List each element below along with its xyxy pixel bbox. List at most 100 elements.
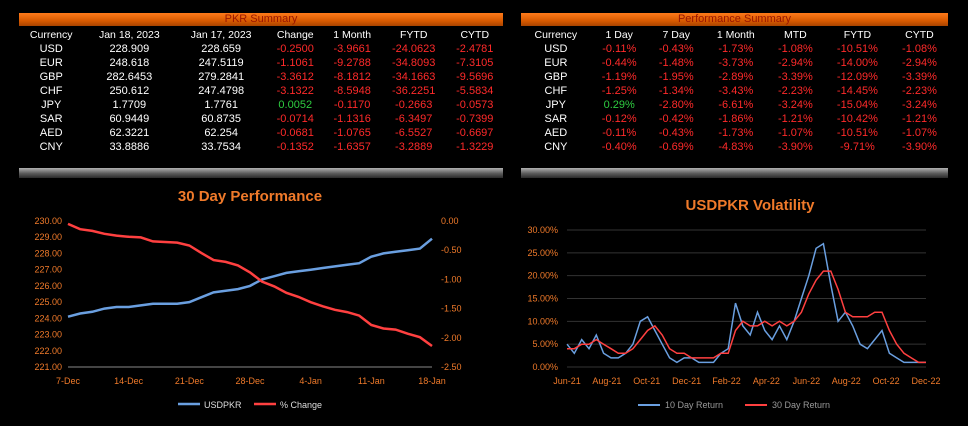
x-tick-label: 21-Dec (175, 376, 205, 386)
value-cell: 282.6453 (106, 71, 153, 83)
value-cell: -3.9661 (333, 43, 371, 55)
value-cell: -6.3497 (395, 113, 433, 125)
table-row: GBP -1.19% -1.95% -2.89% -3.39% -12.09% -3.39% (521, 70, 948, 84)
value-cell: -0.12% (601, 113, 637, 125)
value-cell: -3.3612 (276, 71, 314, 83)
value-cell: -1.21% (902, 113, 937, 125)
value-cell: -6.61% (718, 99, 754, 111)
y-left-tick-label: 223.00 (34, 330, 62, 340)
value-cell: -2.23% (777, 85, 813, 97)
value-cell: -1.86% (718, 113, 754, 125)
value-cell: -8.1812 (333, 71, 371, 83)
y-right-tick-label: 0.00 (441, 216, 459, 226)
value-cell: -0.43% (658, 127, 694, 139)
value-cell: -0.44% (601, 57, 637, 69)
currency-cell: USD (544, 43, 568, 55)
value-cell: -14.45% (836, 85, 878, 97)
table-row: USD -0.11% -0.43% -1.73% -1.08% -10.51% -1.08% (521, 42, 948, 56)
value-cell: 33.7534 (201, 141, 242, 153)
currency-cell: AED (544, 127, 568, 139)
value-cell: 248.618 (109, 57, 150, 69)
currency-cell: CNY (544, 141, 568, 153)
value-cell: -0.2500 (276, 43, 314, 55)
value-cell: -0.0714 (276, 113, 314, 125)
perf-header-cell: CYTD (905, 28, 934, 41)
perf-header-cell: 1 Month (716, 28, 755, 41)
currency-cell: CNY (39, 141, 63, 153)
value-cell: -1.25% (601, 85, 637, 97)
x-tick-label: 7-Dec (56, 376, 81, 386)
value-cell: 279.2841 (198, 71, 245, 83)
currency-cell: JPY (41, 99, 62, 111)
y-left-tick-label: 226.00 (34, 281, 62, 291)
y-left-tick-label: 228.00 (34, 248, 62, 258)
value-cell: -6.5527 (395, 127, 433, 139)
value-cell: -0.2663 (395, 99, 433, 111)
value-cell: -10.51% (836, 127, 878, 139)
value-cell: -0.0573 (456, 99, 494, 111)
table-row: EUR -0.44% -1.48% -3.73% -2.94% -14.00% -2.94% (521, 56, 948, 70)
currency-cell: SAR (39, 113, 63, 125)
value-cell: -2.94% (902, 57, 937, 69)
y-right-tick-label: -2.50 (441, 362, 462, 372)
value-cell: -1.19% (601, 71, 637, 83)
value-cell: -3.39% (777, 71, 813, 83)
value-cell: -1.73% (718, 43, 754, 55)
value-cell: -9.5696 (456, 71, 494, 83)
value-cell: -9.2788 (333, 57, 371, 69)
pkr-header-cell: Change (276, 28, 314, 41)
value-cell: -0.43% (658, 43, 694, 55)
legend-label: USDPKR (204, 400, 242, 410)
value-cell: -1.34% (658, 85, 694, 97)
performance-summary-table: Currency 1 Day 7 Day 1 Month MTD FYTD CYTD USD -… (521, 27, 948, 154)
x-tick-label: 4-Jan (299, 376, 322, 386)
value-cell: 62.3221 (109, 127, 150, 139)
value-cell: -8.5948 (333, 85, 371, 97)
value-cell: -0.6697 (456, 127, 494, 139)
pkr-header-cell: FYTD (399, 28, 428, 41)
value-cell: -2.4781 (456, 43, 494, 55)
value-cell: -9.71% (839, 141, 875, 153)
perf-header-cell: 1 Day (605, 28, 633, 41)
value-cell: -2.80% (658, 99, 694, 111)
value-cell: -12.09% (836, 71, 878, 83)
series-line-0 (67, 237, 433, 318)
y-left-tick-label: 224.00 (34, 313, 62, 323)
value-cell: -2.94% (777, 57, 813, 69)
value-cell: -10.42% (836, 113, 878, 125)
chart2-title: USDPKR Volatility (685, 197, 815, 214)
table-row: AED -0.11% -0.43% -1.73% -1.07% -10.51% -1.07% (521, 126, 948, 140)
pkr-header-cell: Currency (29, 28, 73, 41)
value-cell: -14.00% (836, 57, 878, 69)
y-right-tick-label: -0.50 (441, 245, 462, 255)
value-cell: 247.5119 (198, 57, 244, 69)
value-cell: -1.07% (777, 127, 813, 139)
value-cell: 60.8735 (201, 113, 242, 125)
value-cell: -36.2251 (391, 85, 436, 97)
performance-summary-footer (521, 168, 948, 178)
value-cell: -0.11% (602, 127, 637, 139)
table-row: CHF 250.612 247.4798 -3.1322 -8.5948 -36.2251… (19, 84, 503, 98)
y-left-tick-label: 230.00 (34, 216, 62, 226)
currency-cell: CHF (544, 85, 568, 97)
value-cell: -0.69% (658, 141, 694, 153)
y-right-tick-label: -1.50 (441, 304, 462, 314)
performance-summary-header: Performance Summary (521, 13, 948, 26)
table-row: GBP 282.6453 279.2841 -3.3612 -8.1812 -34.166… (19, 70, 503, 84)
value-cell: -1.48% (658, 57, 694, 69)
value-cell: -0.1352 (276, 141, 314, 153)
value-cell: -0.42% (658, 113, 694, 125)
value-cell: -0.7399 (456, 113, 494, 125)
y-left-tick-label: 227.00 (34, 265, 62, 275)
table-row: JPY 0.29% -2.80% -6.61% -3.24% -15.04% -3.24% (521, 98, 948, 112)
value-cell: -1.08% (777, 43, 813, 55)
value-cell: -1.0765 (333, 127, 371, 139)
value-cell: -0.0681 (276, 127, 314, 139)
pkr-header-cell: Jan 17, 2023 (190, 28, 252, 41)
value-cell: 250.612 (109, 85, 150, 97)
value-cell: -5.5834 (456, 85, 494, 97)
series-line-1 (67, 222, 433, 348)
value-cell: -3.90% (902, 141, 937, 153)
value-cell: -24.0623 (391, 43, 436, 55)
pkr-header-cell: CYTD (460, 28, 490, 41)
